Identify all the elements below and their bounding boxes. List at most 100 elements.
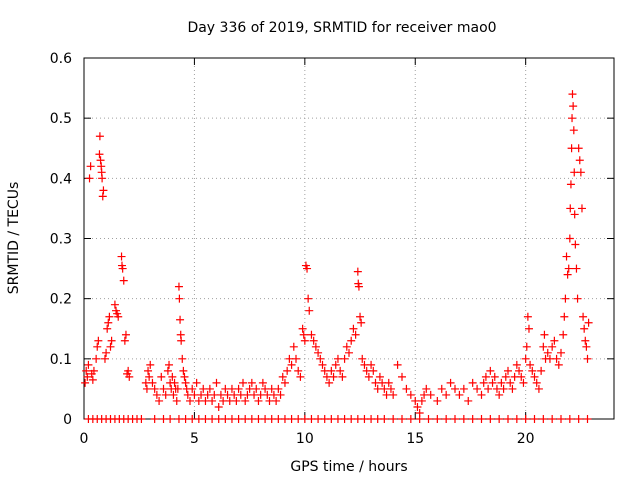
data-point — [125, 372, 134, 381]
data-point-zero — [477, 415, 486, 423]
data-point — [239, 378, 247, 387]
data-point — [486, 366, 495, 375]
data-point — [422, 384, 431, 393]
data-point — [521, 354, 530, 363]
data-point — [252, 384, 261, 393]
data-point — [272, 396, 281, 405]
data-point-zero — [512, 415, 521, 423]
data-point — [386, 384, 395, 393]
data-point-zero — [495, 415, 504, 423]
data-point — [150, 384, 159, 393]
data-point — [124, 366, 133, 375]
data-point — [299, 330, 308, 339]
data-point — [433, 396, 442, 405]
y-tick-label: 0.5 — [50, 111, 72, 127]
data-point — [504, 366, 512, 375]
data-point — [539, 342, 548, 351]
data-point — [550, 336, 559, 345]
data-point — [576, 168, 585, 177]
data-point — [177, 336, 186, 345]
data-point — [530, 372, 539, 381]
x-tick-label: 15 — [406, 431, 424, 447]
data-point — [508, 384, 517, 393]
data-point — [311, 342, 320, 351]
data-point — [532, 378, 541, 387]
data-point-zero — [380, 415, 389, 423]
data-point — [570, 210, 579, 219]
data-point — [241, 396, 250, 405]
data-point — [393, 360, 402, 369]
data-point — [357, 318, 366, 327]
data-point-zero — [521, 415, 530, 423]
data-point — [292, 354, 300, 363]
data-point — [497, 378, 506, 387]
data-point — [402, 384, 411, 393]
data-point — [340, 354, 349, 363]
data-point — [161, 390, 170, 399]
y-axis-label: SRMTID / TECUs — [6, 182, 22, 295]
data-point — [451, 384, 459, 393]
data-point — [314, 348, 323, 357]
data-point — [305, 306, 314, 315]
data-point — [142, 384, 151, 393]
data-point-zero — [398, 415, 406, 423]
data-point — [568, 90, 577, 99]
data-point — [86, 162, 95, 171]
data-point — [565, 234, 574, 243]
data-point — [172, 396, 181, 405]
data-point-zero — [442, 415, 451, 423]
data-point — [331, 360, 340, 369]
data-point — [276, 390, 285, 399]
data-point — [574, 144, 583, 153]
data-point — [349, 324, 358, 333]
data-point — [232, 396, 241, 405]
data-point — [484, 384, 493, 393]
data-point — [107, 336, 116, 345]
data-point — [413, 402, 422, 411]
data-point — [406, 390, 415, 399]
data-point — [559, 330, 568, 339]
data-point — [369, 366, 378, 375]
data-point — [375, 372, 384, 381]
data-point — [247, 378, 256, 387]
data-point — [316, 354, 325, 363]
data-point — [146, 360, 155, 369]
data-point — [121, 330, 130, 339]
data-point — [300, 336, 309, 345]
data-point — [543, 348, 552, 357]
data-point — [329, 372, 338, 381]
data-point — [526, 360, 535, 369]
data-point — [464, 396, 473, 405]
data-point — [96, 156, 105, 165]
data-point — [309, 336, 318, 345]
data-point — [519, 378, 528, 387]
data-point — [501, 372, 510, 381]
data-point-zero — [451, 415, 459, 423]
data-point — [289, 342, 298, 351]
data-point — [95, 132, 104, 141]
data-point — [144, 366, 153, 375]
data-point — [512, 360, 521, 369]
data-point — [583, 354, 592, 363]
data-point — [98, 174, 107, 183]
data-point — [540, 330, 549, 339]
data-point-zero — [557, 415, 565, 423]
data-point — [175, 294, 184, 303]
data-point — [522, 342, 531, 351]
data-point — [515, 366, 524, 375]
data-point — [94, 336, 103, 345]
data-point — [214, 402, 223, 411]
data-point — [528, 366, 537, 375]
data-point-zero — [406, 415, 415, 423]
data-point — [176, 315, 185, 324]
data-point — [274, 384, 283, 393]
data-point — [119, 276, 128, 285]
x-axis-label: GPS time / hours — [290, 459, 407, 475]
data-point — [208, 396, 217, 405]
data-point — [417, 396, 426, 405]
data-point — [296, 372, 305, 381]
data-point — [179, 366, 188, 375]
data-point — [105, 312, 114, 321]
data-point — [499, 384, 508, 393]
